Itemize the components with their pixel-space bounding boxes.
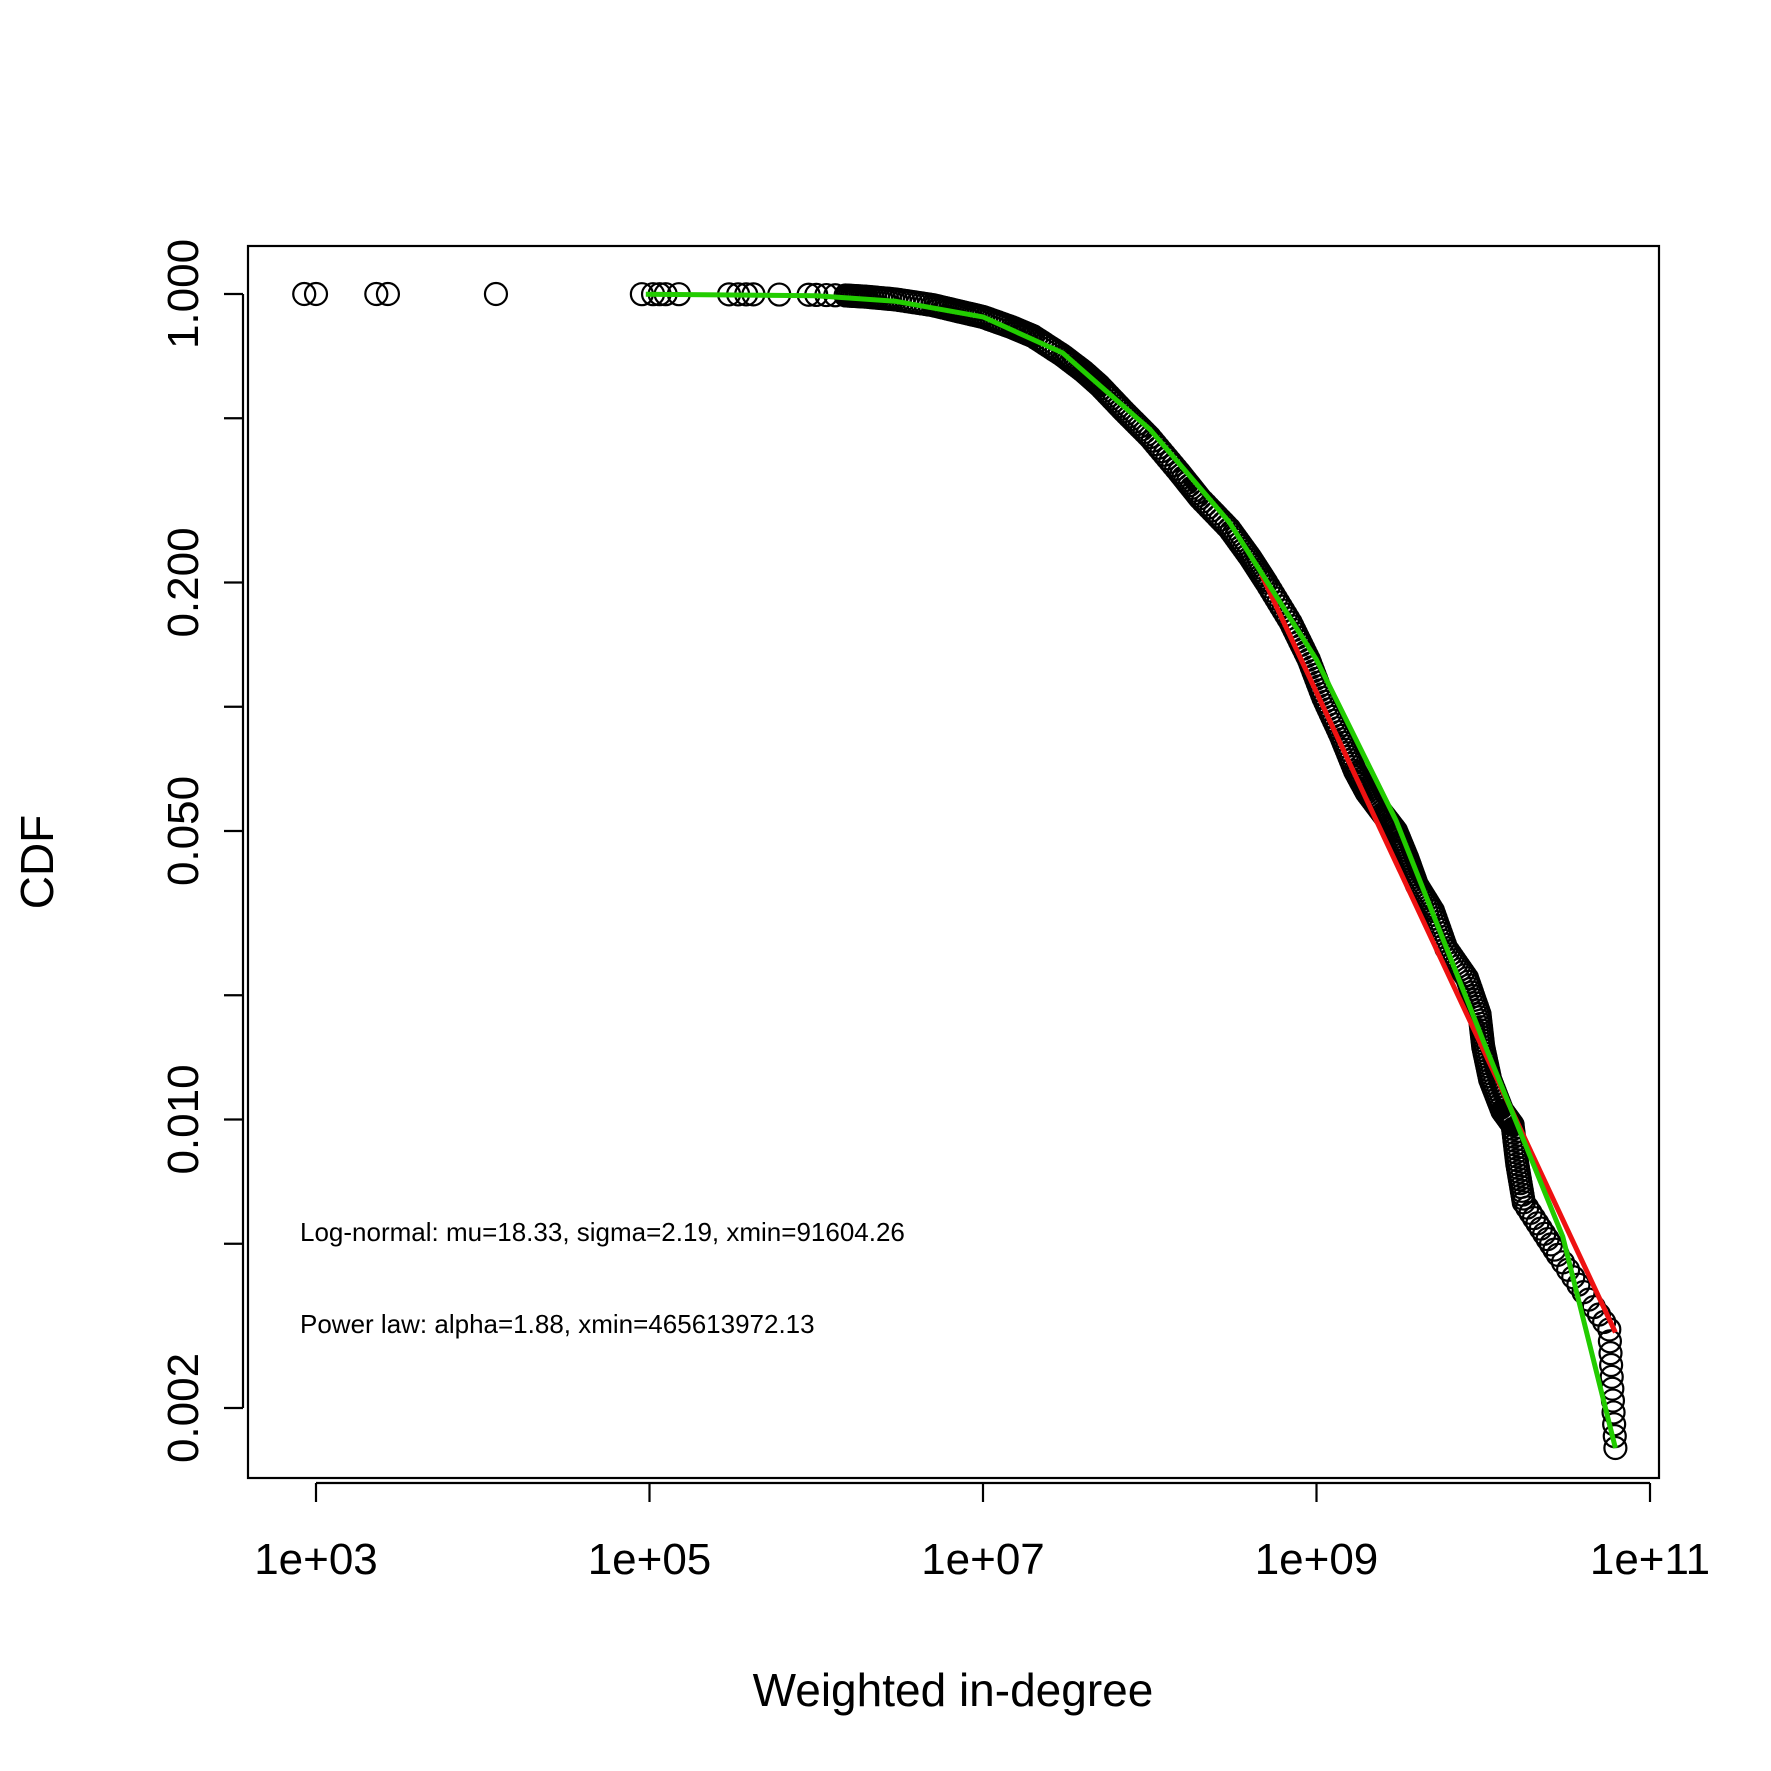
data-point xyxy=(1102,388,1127,414)
x-axis-title: Weighted in-degree xyxy=(753,1664,1154,1716)
x-tick-label: 1e+07 xyxy=(921,1535,1045,1584)
data-point xyxy=(483,281,509,307)
data-point xyxy=(1504,1148,1529,1173)
y-tick-label: 0.010 xyxy=(159,1064,208,1174)
data-point xyxy=(1597,1329,1623,1354)
y-tick-label: 0.200 xyxy=(159,527,208,637)
data-point xyxy=(1586,1302,1612,1327)
data-point xyxy=(1603,1435,1628,1461)
lognormal-annotation: Log-normal: mu=18.33, sigma=2.19, xmin=9… xyxy=(300,1217,905,1247)
power-law-fit-line xyxy=(1258,572,1618,1334)
y-tick-label: 0.050 xyxy=(159,776,208,886)
x-tick-label: 1e+09 xyxy=(1255,1535,1379,1584)
y-tick-label: 1.000 xyxy=(159,239,208,349)
data-point xyxy=(1599,1352,1624,1378)
data-point xyxy=(1601,1400,1626,1425)
y-axis-title: CDF xyxy=(11,815,63,910)
data-point xyxy=(303,281,329,307)
y-tick-label: 0.002 xyxy=(159,1353,208,1463)
data-point xyxy=(1598,1341,1623,1366)
data-point xyxy=(1247,560,1272,585)
y-axis: 0.002 0.010 0.050 0.200 1.000 xyxy=(159,239,245,1463)
powerlaw-annotation: Power law: alpha=1.88, xmin=465613972.13 xyxy=(300,1309,815,1339)
data-point xyxy=(292,281,317,307)
plot-marks xyxy=(292,281,1628,1461)
data-point xyxy=(1538,1232,1564,1257)
lognormal-fit-line xyxy=(645,291,1618,1449)
data-point xyxy=(364,281,389,307)
x-axis: 1e+03 1e+05 1e+07 1e+09 1e+11 xyxy=(254,1481,1710,1584)
data-point xyxy=(1599,1364,1624,1389)
x-tick-label: 1e+03 xyxy=(254,1535,378,1584)
plot-frame xyxy=(246,244,1661,1480)
x-tick-label: 1e+11 xyxy=(1590,1535,1710,1584)
data-point xyxy=(375,281,401,307)
x-tick-label: 1e+05 xyxy=(588,1535,712,1584)
